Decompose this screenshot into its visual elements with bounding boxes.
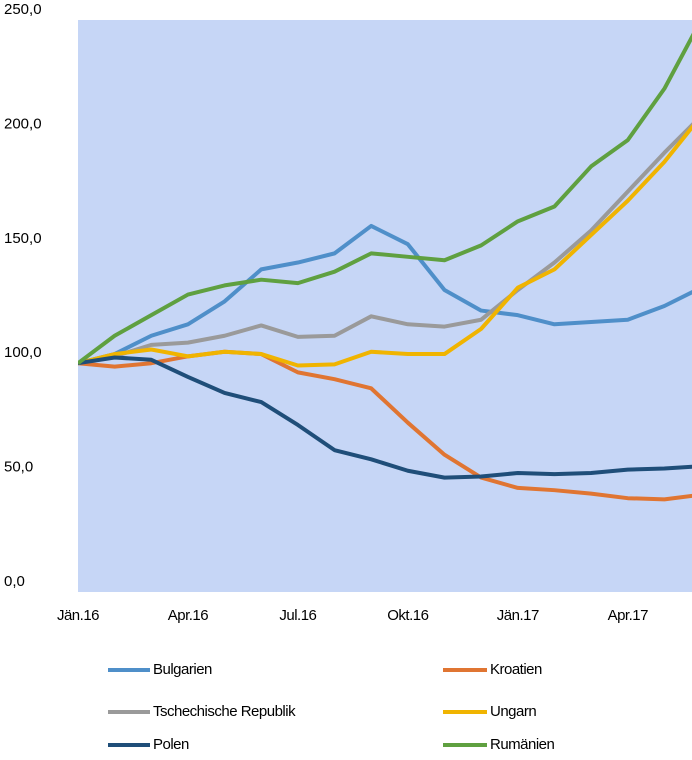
series-line (78, 124, 692, 368)
legend-label: Rumänien (490, 736, 555, 753)
series-line (78, 122, 692, 366)
x-tick-label: Jän.17 (497, 607, 539, 624)
legend-label: Ungarn (490, 703, 536, 720)
legend-label: Tschechische Republik (153, 703, 296, 720)
plot-background (78, 20, 692, 592)
plot-area (78, 20, 692, 592)
series-line (78, 223, 692, 366)
x-tick-label: Apr.17 (608, 607, 649, 624)
legend-label: Bulgarien (153, 661, 212, 678)
y-tick-label: 100,0 (4, 344, 42, 361)
y-tick-label: 200,0 (4, 115, 42, 132)
series-line (78, 355, 692, 480)
series-line (78, 32, 692, 365)
x-tick-label: Jän.16 (57, 607, 99, 624)
x-tick-label: Apr.16 (168, 607, 209, 624)
x-tick-label: Okt.16 (387, 607, 428, 624)
y-tick-label: 150,0 (4, 230, 42, 247)
y-tick-label: 0,0 (4, 573, 25, 590)
legend-label: Polen (153, 736, 189, 753)
y-tick-label: 50,0 (4, 459, 33, 476)
legend-label: Kroatien (490, 661, 542, 678)
series-line (78, 349, 692, 502)
x-tick-label: Jul.16 (279, 607, 316, 624)
y-tick-label: 250,0 (4, 1, 42, 18)
